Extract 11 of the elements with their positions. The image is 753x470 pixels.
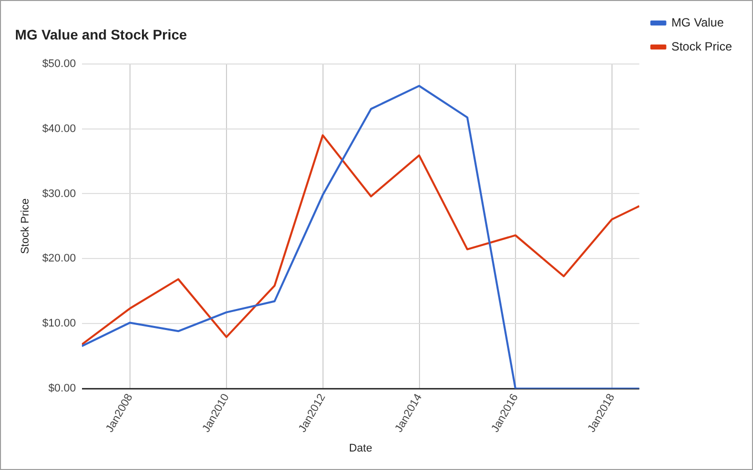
y-tick-label: $0.00 <box>48 382 76 395</box>
y-tick-label: $50.00 <box>42 58 76 70</box>
x-axis-title: Date <box>348 442 372 454</box>
y-axis-title: Stock Price <box>20 198 32 254</box>
chart-title: MG Value and Stock Price <box>15 26 188 42</box>
y-tick-label: $20.00 <box>42 252 76 265</box>
y-tick-label: $40.00 <box>42 122 76 135</box>
y-tick-label: $10.00 <box>42 318 76 330</box>
legend-label: Stock Price <box>671 39 732 54</box>
y-tick-label: $30.00 <box>42 188 76 200</box>
legend-label: MG Value <box>671 15 724 30</box>
